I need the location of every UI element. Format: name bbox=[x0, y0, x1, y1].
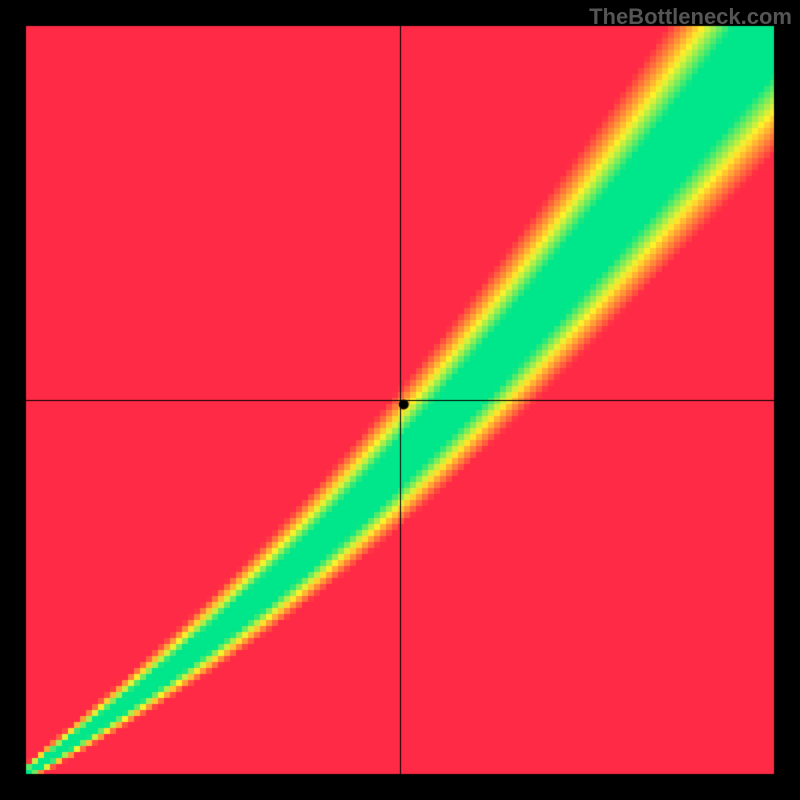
heatmap-canvas bbox=[0, 0, 800, 800]
watermark-text: TheBottleneck.com bbox=[589, 4, 792, 30]
chart-container: TheBottleneck.com bbox=[0, 0, 800, 800]
